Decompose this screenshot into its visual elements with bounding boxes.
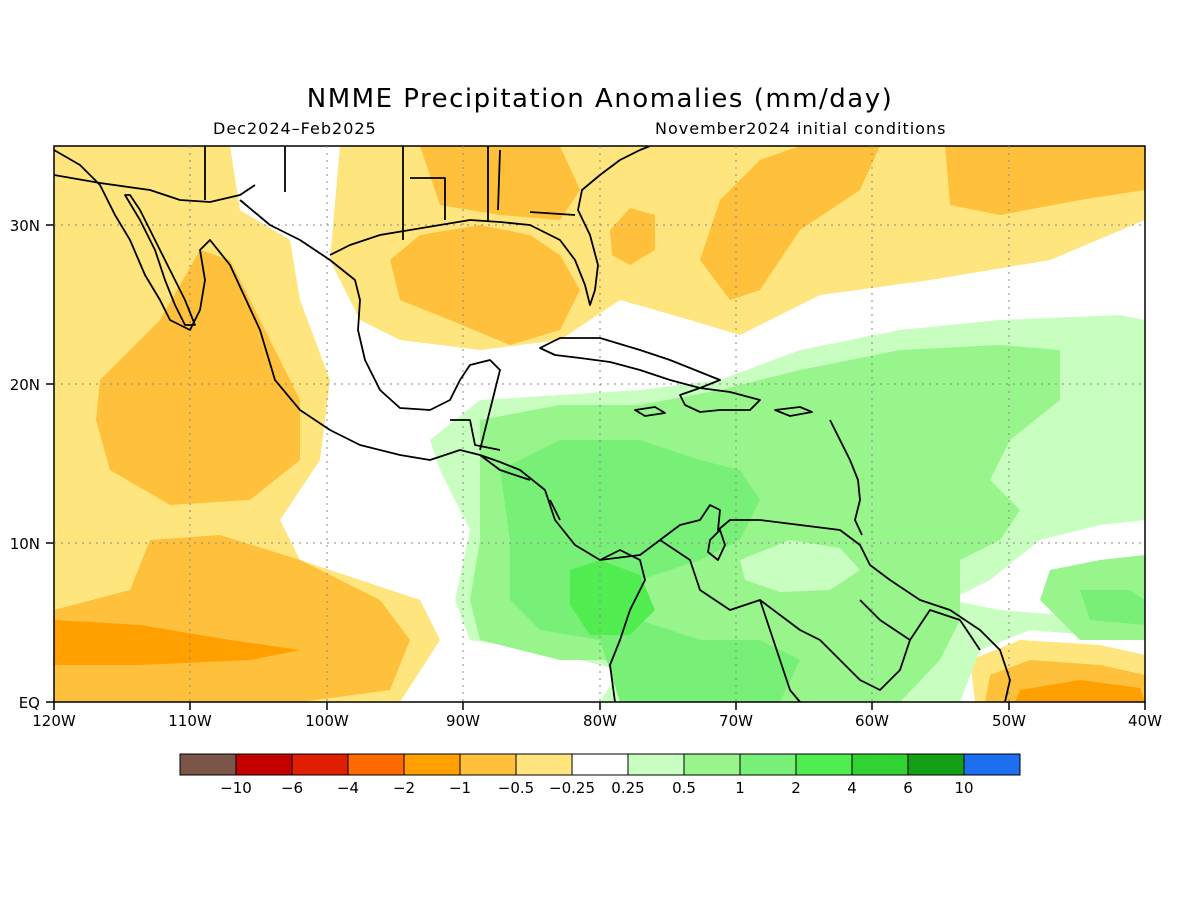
lon-label-120w: 120W (32, 712, 76, 730)
colorbar-swatch (795, 753, 853, 776)
colorbar-label: 0.5 (672, 779, 696, 797)
hispaniola (679, 387, 761, 413)
colorbar-swatch (851, 753, 909, 776)
lesser-antilles (829, 419, 863, 536)
colorbar-swatch (683, 753, 741, 776)
colorbar-label: 1 (735, 779, 745, 797)
lon-label-90w: 90W (446, 712, 480, 730)
colorbar-label: 2 (791, 779, 801, 797)
colorbar-swatch (627, 753, 685, 776)
lon-label-70w: 70W (719, 712, 753, 730)
colorbar-swatch (515, 753, 573, 776)
colorbar-swatch (235, 753, 293, 776)
colorbar-swatch (347, 753, 405, 776)
colorbar-label: −0.25 (549, 779, 595, 797)
wet-core-central (570, 560, 655, 635)
neutral-patch-venezuela (740, 540, 860, 592)
moderate-dry-southeast-us (420, 146, 580, 220)
lat-label-30n: 30N (10, 217, 40, 235)
colorbar-swatch (403, 753, 461, 776)
us-mexico-border (54, 174, 256, 203)
colorbar-label: −10 (220, 779, 252, 797)
strong-dry-south-pacific (54, 620, 300, 665)
us-gulf-coast (329, 146, 651, 306)
lat-label-eq: EQ (19, 694, 40, 712)
lon-label-80w: 80W (583, 712, 617, 730)
graticule (54, 146, 1145, 702)
colorbar-swatch (291, 753, 349, 776)
initial-conditions: November2024 initial conditions (655, 119, 947, 138)
colorbar-label: −1 (449, 779, 471, 797)
lon-label-100w: 100W (305, 712, 349, 730)
colorbar-label: 10 (954, 779, 973, 797)
longitude-labels: 120W 110W 100W 90W 80W 70W 60W 50W 40W (32, 702, 1162, 730)
colorbar-label: −6 (281, 779, 303, 797)
gulf-of-mexico-coast (239, 199, 501, 451)
colorbar-swatch (459, 753, 517, 776)
lat-label-20n: 20N (10, 376, 40, 394)
puerto-rico (774, 406, 813, 417)
lon-label-50w: 50W (992, 712, 1026, 730)
lon-label-110w: 110W (168, 712, 212, 730)
moderate-dry-gulf (390, 225, 580, 345)
colorbar-label: −2 (393, 779, 415, 797)
colorbar-swatch (907, 753, 965, 776)
colorbar-label: 6 (903, 779, 913, 797)
moderate-dry-north-atlantic (700, 146, 880, 300)
lon-label-60w: 60W (855, 712, 889, 730)
anomaly-field (54, 146, 1145, 702)
baja-california (124, 194, 196, 326)
moderate-dry-northeast (945, 146, 1145, 215)
colorbar-swatch (739, 753, 797, 776)
south-america-north-coast (599, 504, 1011, 702)
central-america-borders (450, 419, 561, 521)
forecast-period: Dec2024–Feb2025 (213, 119, 377, 138)
colorbar: −10 −6 −4 −2 −1 −0.5 −0.25 0.25 0.5 1 2 4 6 10 (179, 753, 1021, 797)
venezuela-border (759, 599, 911, 691)
lon-label-40w: 40W (1128, 712, 1162, 730)
colorbar-swatch (179, 753, 237, 776)
moderate-dry-eastern-pacific (96, 250, 300, 505)
colorbar-label: 0.25 (611, 779, 644, 797)
jamaica (634, 406, 666, 417)
lat-label-10n: 10N (10, 535, 40, 553)
map-title: NMME Precipitation Anomalies (mm/day) (306, 84, 894, 114)
coastlines (54, 146, 1011, 702)
colorbar-label: −0.5 (498, 779, 534, 797)
us-state-lines (204, 146, 576, 240)
colorbar-swatch (571, 753, 629, 776)
wet-core-colombia (500, 440, 800, 702)
mexico-us-pacific-coast (54, 149, 646, 702)
lake-maracaibo (707, 529, 726, 561)
latitude-labels: 30N 20N 10N EQ (10, 217, 54, 712)
moderate-dry-florida-east (610, 208, 655, 265)
guianas-border (909, 609, 981, 651)
strong-dry-southeast-atlantic (1015, 680, 1145, 702)
colorbar-label: −4 (337, 779, 359, 797)
colorbar-label: 4 (847, 779, 857, 797)
wet-patch-east-atlantic (1080, 590, 1145, 625)
cuba (539, 337, 721, 389)
colorbar-swatch (963, 753, 1021, 776)
